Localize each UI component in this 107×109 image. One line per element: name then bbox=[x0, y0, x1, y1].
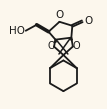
Text: HO: HO bbox=[9, 26, 25, 36]
Text: O: O bbox=[72, 41, 80, 51]
Text: O: O bbox=[47, 41, 55, 51]
Text: O: O bbox=[55, 10, 64, 20]
Text: O: O bbox=[84, 16, 93, 26]
